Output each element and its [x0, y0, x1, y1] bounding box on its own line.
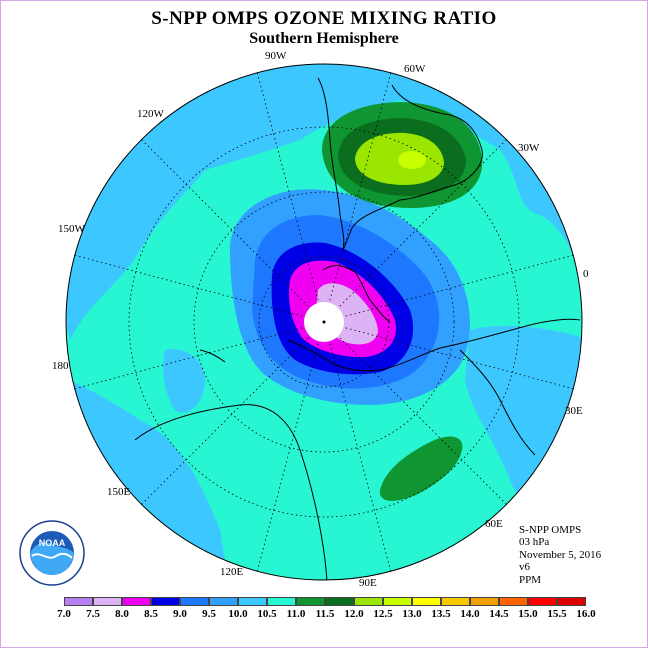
lon-label-0: 0 — [583, 268, 589, 280]
colorbar-tick-label: 10.0 — [228, 608, 248, 620]
colorbar-swatch — [93, 597, 122, 606]
colorbar-tick-label: 14.5 — [489, 608, 509, 620]
lon-label-120w: 120W — [137, 108, 164, 120]
colorbar-tick-label: 9.0 — [173, 608, 187, 620]
lon-label-30e: 30E — [565, 405, 583, 417]
colorbar-tick-label: 11.0 — [286, 608, 306, 620]
south-pole-marker — [322, 320, 326, 324]
colorbar-swatch — [325, 597, 354, 606]
latitude-circles — [128, 126, 520, 518]
noaa-logo: NOAA — [19, 520, 85, 586]
info-instrument: S-NPP OMPS — [519, 524, 582, 536]
field-green-lower-right — [379, 436, 463, 501]
colorbar-swatch — [209, 597, 238, 606]
lon-label-90w: 90W — [265, 50, 287, 62]
colorbar-swatch — [64, 597, 93, 606]
colorbar-swatch — [499, 597, 528, 606]
colorbar-tick-label: 13.5 — [431, 608, 451, 620]
map-boundary — [65, 63, 583, 581]
map-subtitle: Southern Hemisphere — [249, 30, 399, 47]
colorbar-tick-label: 10.5 — [257, 608, 277, 620]
colorbar-tick-label: 11.5 — [315, 608, 335, 620]
noaa-logo-text: NOAA — [39, 538, 66, 548]
colorbar-tick-label: 12.5 — [373, 608, 393, 620]
lon-label-180: 180 — [52, 360, 69, 372]
colorbar — [64, 597, 586, 606]
info-level: 03 hPa — [519, 536, 550, 549]
colorbar-swatch — [441, 597, 470, 606]
info-version: v6 — [519, 561, 530, 574]
colorbar-tick-label: 8.0 — [115, 608, 129, 620]
lon-label-30w: 30W — [518, 142, 540, 154]
lon-label-60w: 60W — [404, 63, 426, 75]
colorbar-tick-label: 14.0 — [460, 608, 480, 620]
colorbar-tick-label: 13.0 — [402, 608, 422, 620]
colorbar-tick-label: 8.5 — [144, 608, 158, 620]
field-blue-lobe-left — [163, 349, 205, 413]
colorbar-swatch — [151, 597, 180, 606]
coastlines — [134, 77, 581, 580]
colorbar-tick-label: 9.5 — [202, 608, 216, 620]
colorbar-tick-label: 16.0 — [576, 608, 596, 620]
colorbar-swatch — [354, 597, 383, 606]
field-yellow-core — [398, 151, 426, 169]
colorbar-swatch — [296, 597, 325, 606]
lon-label-90e: 90E — [359, 577, 377, 589]
colorbar-swatch — [412, 597, 441, 606]
map-title: S-NPP OMPS OZONE MIXING RATIO — [151, 8, 497, 29]
colorbar-swatch — [180, 597, 209, 606]
colorbar-tick-label: 7.0 — [57, 608, 71, 620]
colorbar-ticks: 7.0 7.5 8.0 8.5 9.0 9.5 10.0 10.5 11.0 11.5 12.0 12… — [0, 608, 648, 622]
colorbar-swatch — [267, 597, 296, 606]
lon-label-60e: 60E — [485, 518, 503, 530]
colorbar-tick-label: 7.5 — [86, 608, 100, 620]
colorbar-swatch — [122, 597, 151, 606]
colorbar-swatch — [470, 597, 499, 606]
colorbar-swatch — [238, 597, 267, 606]
colorbar-swatch — [383, 597, 412, 606]
info-date: November 5, 2016 — [519, 548, 602, 561]
lon-label-120e: 120E — [220, 566, 244, 578]
info-units: PPM — [519, 573, 542, 586]
info-panel: S-NPP OMPS 03 hPa November 5, 2016 v6 PP… — [519, 524, 601, 586]
colorbar-tick-label: 15.0 — [518, 608, 538, 620]
lon-label-150w: 150W — [58, 223, 85, 235]
colorbar-swatch — [557, 597, 586, 606]
lon-label-150e: 150E — [107, 486, 131, 498]
colorbar-tick-label: 12.0 — [344, 608, 364, 620]
colorbar-swatch — [528, 597, 557, 606]
colorbar-tick-label: 15.5 — [547, 608, 567, 620]
